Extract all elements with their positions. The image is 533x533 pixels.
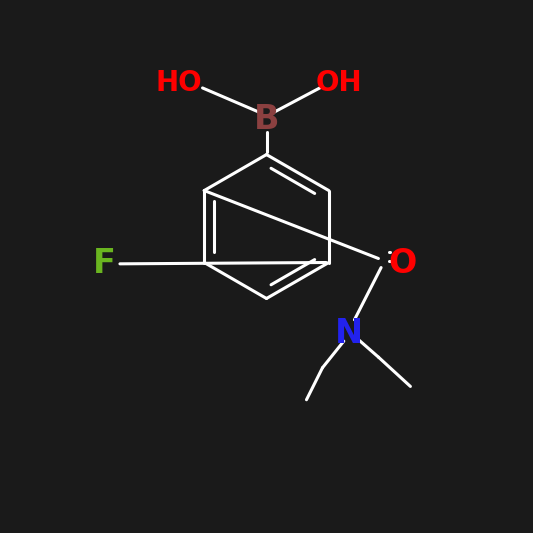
Text: HO: HO <box>155 69 202 96</box>
Text: B: B <box>254 103 279 136</box>
Text: N: N <box>335 317 363 350</box>
Text: F: F <box>93 247 115 280</box>
Text: OH: OH <box>315 69 362 96</box>
Text: O: O <box>388 247 417 280</box>
